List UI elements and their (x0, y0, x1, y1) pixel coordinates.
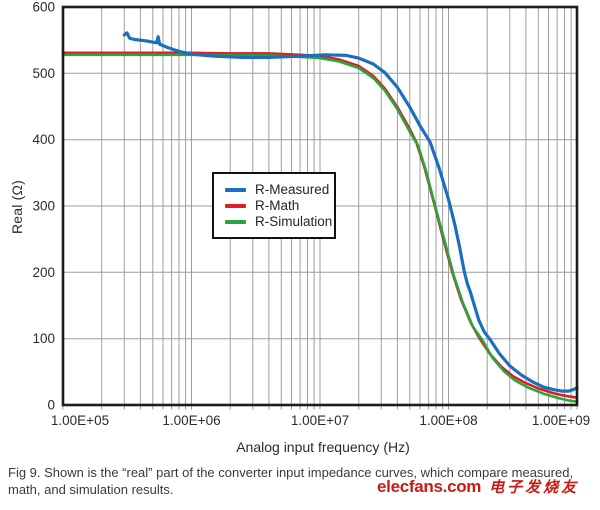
legend-label: R-Measured (255, 182, 330, 197)
y-axis-title: Real (Ω) (9, 179, 25, 235)
legend-item-r-simulation: R-Simulation (225, 214, 333, 229)
r-simulation-line-swatch (225, 219, 246, 224)
watermark: elecfans.com 电子发烧友 (377, 476, 579, 497)
legend: R-Measured R-Math R-Simulation (212, 172, 336, 239)
y-tick-label: 600 (32, 0, 55, 15)
y-tick-label: 0 (47, 398, 55, 413)
x-tick-label: 1.00E+06 (162, 413, 220, 428)
y-tick-label: 400 (32, 132, 55, 147)
r-measured-line-swatch (225, 187, 246, 192)
plot-frame (61, 5, 579, 407)
watermark-brand-logo: elecfans.com (377, 477, 482, 496)
x-axis-title: Analog input frequency (Hz) (236, 439, 410, 455)
figure-caption: Fig 9. Shown is the “real” part of the c… (8, 465, 574, 498)
y-tick-label: 500 (32, 66, 55, 81)
legend-item-r-measured: R-Measured (225, 182, 330, 197)
series-line-r-measured (122, 31, 579, 393)
watermark-cjk-text: 电子发烧友 (489, 479, 580, 496)
x-tick-label: 1.00E+08 (419, 413, 477, 428)
x-tick-label: 1.00E+07 (291, 413, 349, 428)
x-tick-label: 1.00E+09 (532, 413, 590, 428)
r-math-line-swatch (225, 203, 246, 208)
legend-item-r-math: R-Math (225, 198, 330, 213)
y-tick-label: 200 (32, 265, 55, 280)
x-tick-label: 1.00E+05 (51, 413, 109, 428)
y-tick-label: 100 (32, 331, 55, 346)
legend-label: R-Simulation (255, 214, 333, 229)
y-tick-label: 300 (32, 199, 55, 214)
legend-label: R-Math (255, 198, 300, 213)
